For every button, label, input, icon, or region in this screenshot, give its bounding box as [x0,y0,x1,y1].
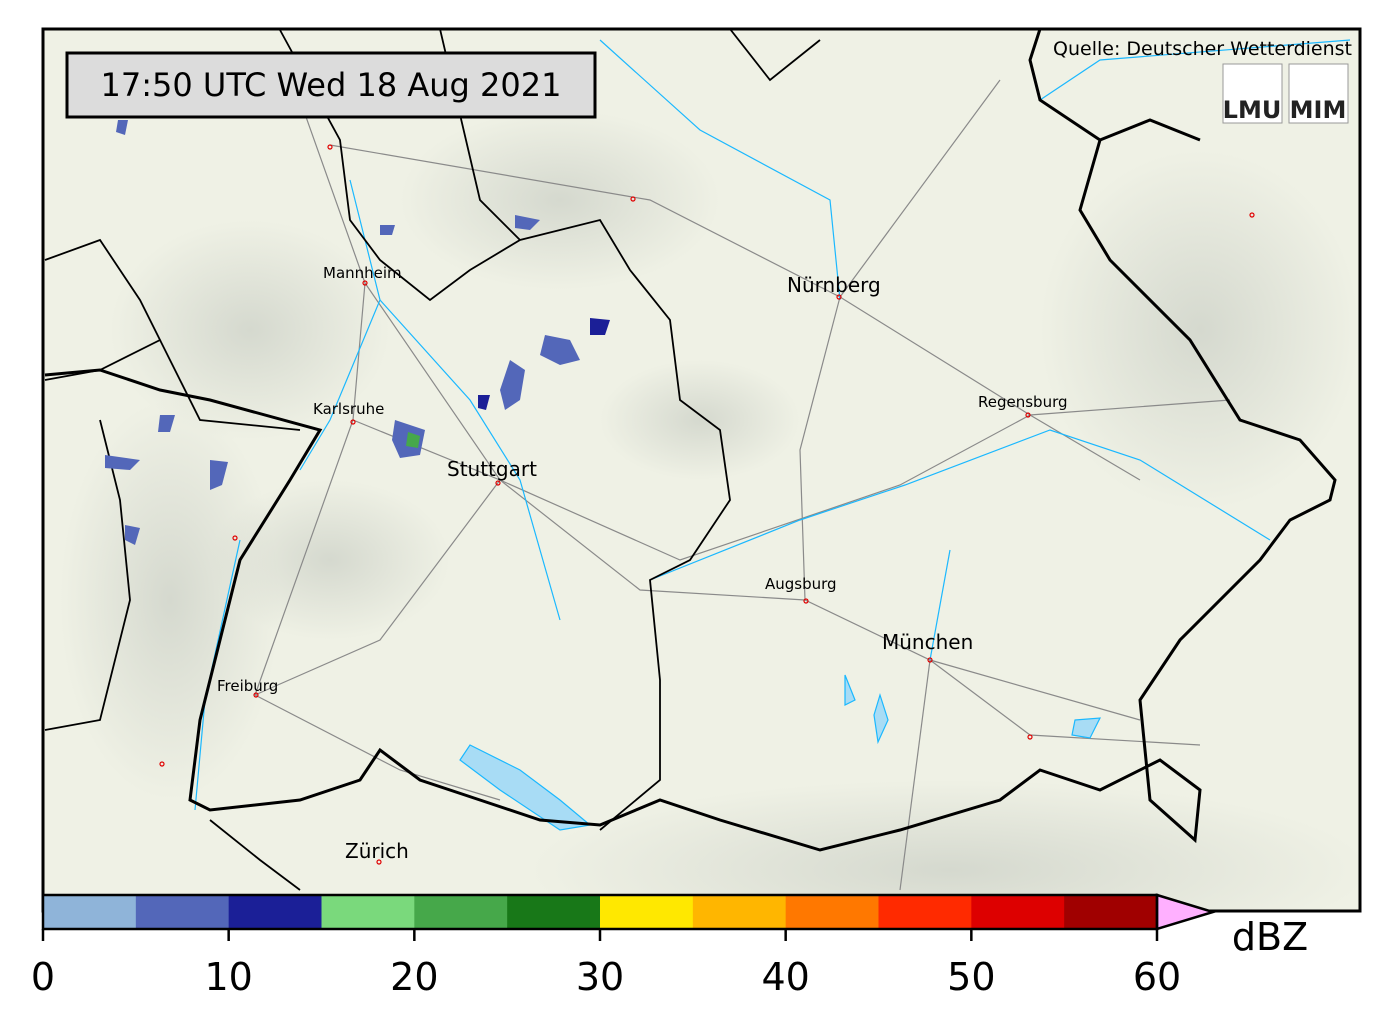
city-label-mannheim: Mannheim [323,264,402,282]
colorbar-segment [507,895,601,929]
colorbar-segment [228,895,322,929]
mim-logo: MIM [1288,63,1349,124]
colorbar-unit: dBZ [1232,915,1308,959]
colorbar-tick-label: 30 [576,955,624,999]
city-label-stuttgart: Stuttgart [447,457,537,481]
city-label-freiburg: Freiburg [217,677,278,695]
colorbar-segment [600,895,694,929]
colorbar-ticks: 0 10 20 30 40 50 60 [31,929,1181,999]
city-label-regensburg: Regensburg [978,393,1068,411]
state-borders [44,29,821,891]
country-borders [44,29,1337,852]
colorbar-tick-label: 50 [947,955,995,999]
svg-text:MIM: MIM [1290,96,1347,124]
lmu-logo: LMU [1222,63,1283,124]
city-markers [159,144,1255,865]
terrain-relief [60,110,1360,911]
colorbar-segment [971,895,1065,929]
city-label-augsburg: Augsburg [765,575,837,593]
colorbar-segment [43,895,137,929]
radar-echoes [105,120,610,545]
colorbar-tick-label: 20 [390,955,438,999]
colorbar-segment [1064,895,1158,929]
timestamp-box: 17:50 UTC Wed 18 Aug 2021 [65,51,597,119]
colorbar-segment [321,895,415,929]
colorbar-segment [878,895,972,929]
svg-text:LMU: LMU [1223,96,1282,124]
colorbar-tick-label: 10 [204,955,252,999]
map-area[interactable]: Mannheim Karlsruhe Stuttgart Nürnberg Re… [43,29,1370,960]
colorbar-tick-label: 0 [31,955,55,999]
colorbar [41,893,1218,931]
colorbar-segment [692,895,787,929]
colorbar-segment [135,895,230,929]
colorbar-segment [414,895,508,929]
colorbar-tick-label: 40 [761,955,809,999]
city-label-zuerich: Zürich [345,839,409,863]
timestamp-label: 17:50 UTC Wed 18 Aug 2021 [101,66,562,104]
colorbar-tick-label: 60 [1133,955,1181,999]
lakes [459,674,1102,831]
city-label-nuernberg: Nürnberg [787,273,881,297]
city-labels: Mannheim Karlsruhe Stuttgart Nürnberg Re… [217,264,1068,863]
colorbar-segment [785,895,879,929]
source-credit: Quelle: Deutscher Wetterdienst [1053,38,1352,60]
city-label-karlsruhe: Karlsruhe [313,400,384,418]
city-label-muenchen: München [882,630,973,654]
